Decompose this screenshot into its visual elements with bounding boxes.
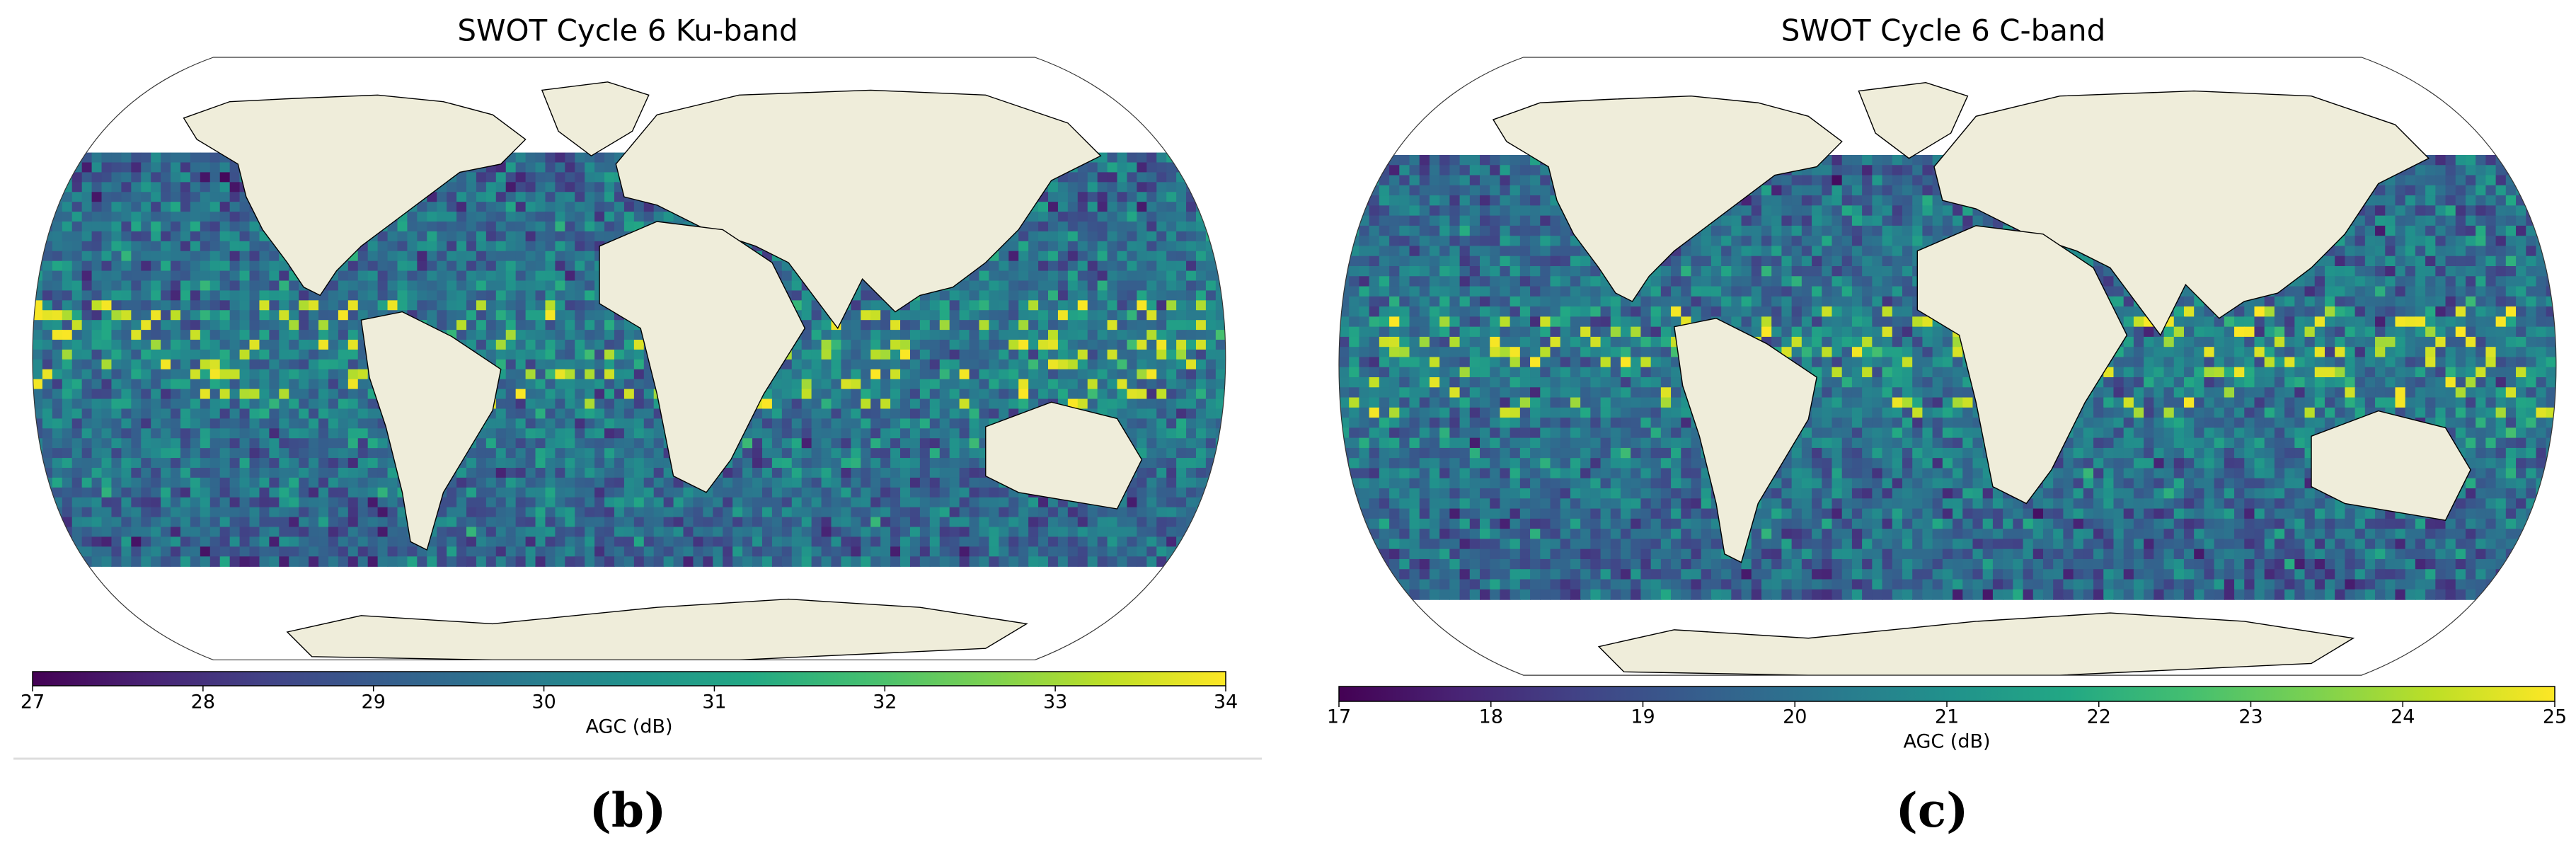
data-field [1339, 154, 2556, 600]
colorbar-tick-label: 18 [1479, 706, 1503, 728]
colorbar-tick-label: 33 [1043, 691, 1067, 713]
map-panel [32, 57, 1226, 661]
colorbar-tick-label: 34 [1214, 691, 1238, 713]
colorbar [32, 671, 1226, 686]
colorbar-tick-label: 21 [1935, 706, 1959, 728]
colorbar-tick-label: 23 [2238, 706, 2262, 728]
map-body [33, 81, 1226, 660]
land [1597, 612, 2355, 676]
land [360, 311, 502, 551]
colorbar-tick-label: 25 [2543, 706, 2567, 728]
colorbar-tick-label: 22 [2087, 706, 2111, 728]
land [183, 94, 527, 297]
colorbar-tick-label: 17 [1327, 706, 1351, 728]
colorbar-tick-label: 28 [191, 691, 215, 713]
data-field [33, 152, 1226, 567]
land [1858, 81, 1969, 159]
land [985, 401, 1143, 510]
map-body [1339, 81, 2556, 676]
panel-label: (c) [1896, 783, 1969, 838]
colorbar-label: AGC (dB) [585, 716, 672, 738]
land [1492, 96, 1843, 302]
map-outline [32, 57, 1226, 661]
colorbar-label: AGC (dB) [1903, 731, 1990, 753]
map-outline [1338, 57, 2557, 676]
colorbar-tick-label: 27 [21, 691, 45, 713]
land [286, 598, 1028, 660]
colorbar-tick-label: 24 [2391, 706, 2415, 728]
chart-title: SWOT Cycle 6 C-band [1781, 13, 2106, 48]
map-panel [1338, 57, 2557, 676]
land [1916, 225, 2128, 505]
colorbar-tick-label: 20 [1783, 706, 1807, 728]
colorbar-tick-label: 29 [362, 691, 386, 713]
land [1674, 317, 1817, 563]
colorbar-tick-label: 31 [702, 691, 726, 713]
land [2311, 410, 2471, 522]
land [599, 221, 806, 493]
colorbar-tick-label: 30 [531, 691, 556, 713]
land [541, 81, 650, 157]
chart-title: SWOT Cycle 6 Ku-band [457, 13, 798, 48]
colorbar-tick-label: 19 [1631, 706, 1655, 728]
colorbar [1338, 686, 2555, 702]
colorbar-tick-label: 32 [873, 691, 897, 713]
panel-label: (b) [590, 783, 667, 838]
